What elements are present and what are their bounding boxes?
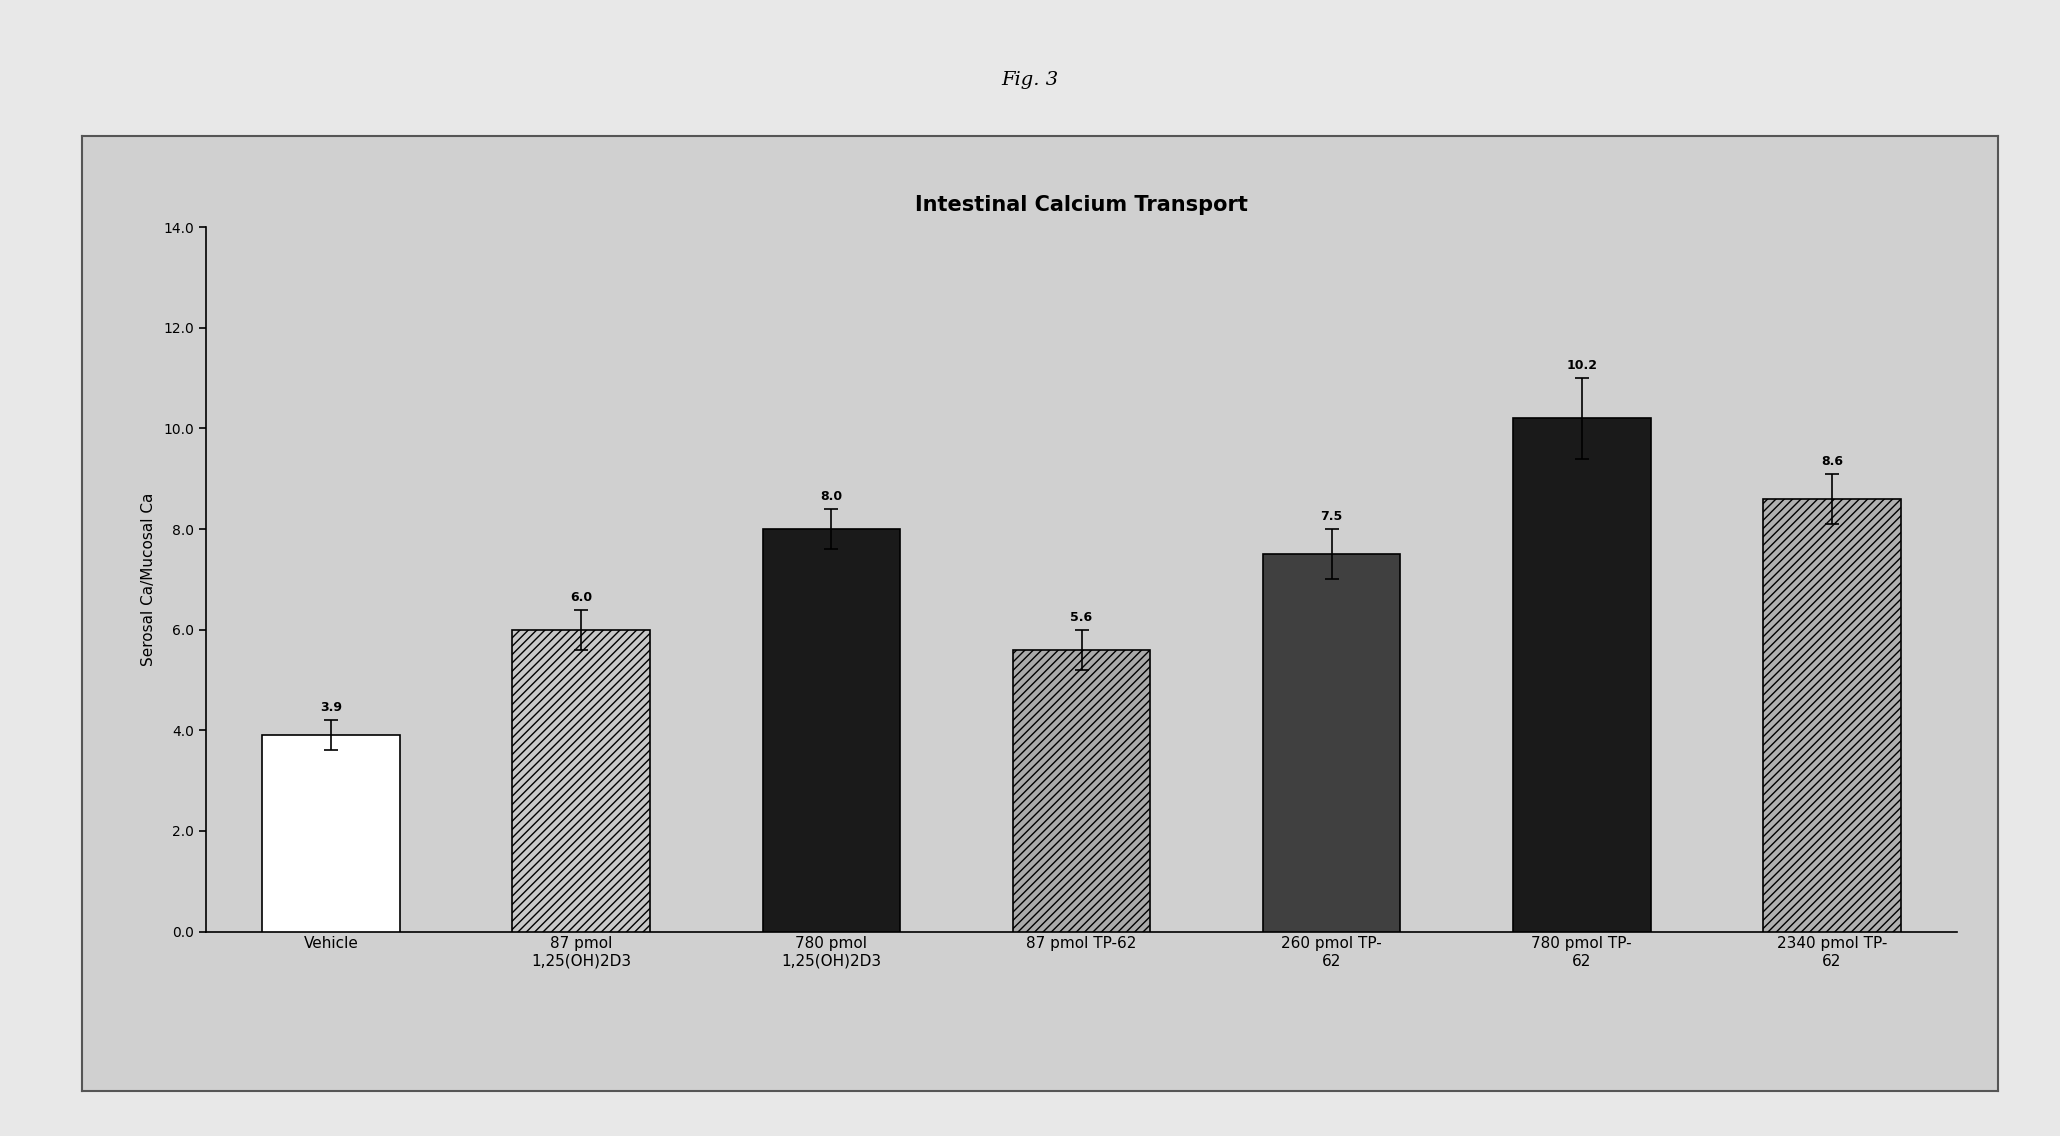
Text: 10.2: 10.2 bbox=[1566, 359, 1596, 373]
Text: 5.6: 5.6 bbox=[1071, 611, 1092, 624]
Text: 8.6: 8.6 bbox=[1821, 454, 1844, 468]
Bar bbox=[762, 529, 900, 932]
Bar bbox=[1014, 650, 1149, 932]
Text: Fig. 3: Fig. 3 bbox=[1001, 70, 1059, 89]
Title: Intestinal Calcium Transport: Intestinal Calcium Transport bbox=[915, 194, 1248, 215]
Bar bbox=[1763, 499, 1901, 932]
Bar bbox=[513, 629, 651, 932]
Text: 6.0: 6.0 bbox=[571, 591, 593, 603]
Text: 8.0: 8.0 bbox=[820, 490, 843, 503]
Text: 7.5: 7.5 bbox=[1320, 510, 1343, 523]
Y-axis label: Serosal Ca/Mucosal Ca: Serosal Ca/Mucosal Ca bbox=[142, 493, 157, 666]
Bar bbox=[262, 735, 400, 932]
Text: 3.9: 3.9 bbox=[319, 701, 342, 715]
Bar bbox=[1263, 554, 1401, 932]
Bar bbox=[1512, 418, 1650, 932]
